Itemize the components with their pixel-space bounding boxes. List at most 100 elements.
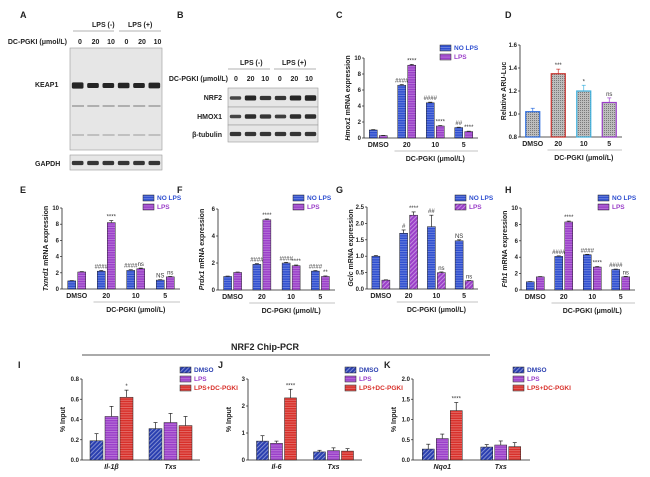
panel-label-h: H [505,185,512,195]
x-tick-label: 10 [588,294,596,301]
y-tick-label: 4 [56,255,60,261]
significance-label: **** [291,259,301,265]
bar [89,440,104,461]
y-label-text: Relative ARU-Luc [501,62,508,121]
y-tick-label: 2.0 [402,377,411,383]
x-tick-label: 5 [619,294,623,301]
y-tick-label: 0 [358,136,362,142]
x-tick-label: 10 [287,294,295,301]
legend-label: LPS [612,204,625,211]
panel-label-a: A [20,10,27,20]
significance-label: **** [464,125,474,131]
bar [436,125,445,139]
dose-label-b: DC-PGKI (μmol/L) [169,76,228,83]
bar [104,416,119,461]
lps-pos-header-b: LPS (+) [282,60,306,67]
x-tick-label: Il-6 [271,464,281,471]
significance-label: #### [609,263,623,269]
x-axis-title: DC-PGKI (μmol/L) [554,155,613,162]
y-label-text: mRNA expression [502,211,509,273]
legend-item: LPS+DC-PGKI [179,384,238,392]
significance-label: **** [286,383,296,389]
bar [454,127,463,139]
panel-label-d: D [505,10,512,20]
x-tick-label: Txs [164,464,176,471]
chart-k: K 0.0 0.5 1.0 1.5 2.0 % Input **** Nqo1 Txs DMSO LP… [384,360,571,471]
blot-band [274,131,287,137]
blot-band [71,160,84,166]
significance-label: #### [279,256,293,262]
dose-label: 10 [154,39,162,46]
bar [156,279,165,290]
chart-d: D 0.8 1.0 1.2 1.4 1.6 Relative ARU-Luc DMSO *** 2… [501,10,622,162]
y-axis-label: Prdx1 mRNA expression [199,209,206,290]
bar [77,271,86,290]
x-tick-label: 20 [102,293,110,300]
y-label-gene: Txnrd1 [43,268,50,291]
legend-item: LPS [292,203,320,211]
panel-label-e: E [20,185,26,195]
legend-swatch [142,203,155,211]
hmox1-blot [227,106,319,126]
bar [409,214,418,290]
x-tick-label: DMSO [66,293,88,300]
blot-band [244,114,257,119]
band-label-hmox1: HMOX1 [197,114,222,121]
y-tick-label: 0.0 [402,458,411,464]
legend-swatch [512,375,525,383]
y-tick-label: 0.8 [509,135,518,141]
gapdh-blot [69,154,163,171]
keap1-blot [69,47,163,151]
x-tick-label: 5 [163,293,167,300]
y-tick-label: 10 [354,56,361,62]
bar [593,266,602,291]
legend-swatch [142,194,155,202]
band-label-gapdh: GAPDH [35,161,60,168]
y-tick-label: 1.0 [356,254,365,260]
bar [508,446,521,461]
x-tick-label: 5 [607,141,611,148]
significance-label: # [402,224,406,230]
y-tick-label: 3 [242,377,246,383]
bar [321,276,330,291]
bar [427,226,436,290]
legend-swatch [179,366,192,374]
legend-item: NO LPS [439,44,479,52]
panel-label-c: C [336,10,343,20]
significance-label: ## [455,121,462,127]
significance-label: ns [438,266,444,272]
legend-item: DMSO [179,366,214,374]
significance-label: ns [623,270,629,276]
y-tick-label: 8 [515,222,519,228]
x-tick-label: 10 [580,141,588,148]
dose-label: 0 [278,76,282,83]
y-tick-label: 2.0 [356,221,365,227]
dose-label: 20 [247,76,255,83]
legend-item: NO LPS [454,194,494,202]
chart-i: I 0.0 0.2 0.4 0.6 0.8 % Input * Il-1β Txs DMSO LPS L… [18,360,238,471]
y-tick-label: 0.0 [71,458,80,464]
significance-label: *** [555,63,563,69]
legend-item: LPS [439,53,467,61]
y-tick-label: 2.5 [356,205,365,211]
bar [256,440,269,461]
y-tick-label: 1.2 [509,89,518,95]
bar [270,443,283,461]
bar [454,240,464,290]
band-label-keap1: KEAP1 [35,82,58,89]
x-axis-title: DC-PGKI (μmol/L) [563,308,622,315]
y-tick-label: 2 [212,261,216,267]
y-tick-label: 0.5 [402,438,411,444]
x-tick-label: 20 [403,142,411,149]
dose-label: 0 [78,39,82,46]
legend-label: NO LPS [454,45,479,52]
legend-item: NO LPS [597,194,637,202]
blot-band [102,83,115,88]
legend-label: LPS [359,376,372,383]
dose-label: 20 [92,39,100,46]
significance-label: #### [581,248,595,254]
y-axis-label: % Input [60,406,67,432]
